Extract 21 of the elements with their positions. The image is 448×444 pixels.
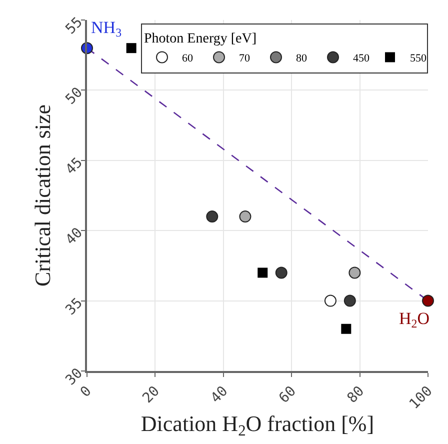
x-axis-title: Dication H$_{2}$O fraction [%] (140, 410, 374, 440)
legend-label: 60 (182, 52, 194, 64)
x-tick-label: 0 (78, 383, 95, 401)
x-tick-label: 40 (208, 383, 232, 406)
annotation: H$_{2}$O (399, 309, 430, 331)
x-tick-label: 80 (344, 383, 368, 406)
legend-label: 450 (353, 52, 370, 64)
y-tick-label: 35 (62, 295, 86, 318)
annotation: NH$_{3}$ (91, 18, 122, 40)
x-tick-label: 100 (406, 383, 436, 412)
legend-label: 550 (410, 52, 427, 64)
y-axis-title: Critical dication size (30, 104, 56, 287)
legend-label: 80 (296, 52, 308, 64)
y-tick-label: 50 (62, 84, 86, 108)
y-tick-label: 40 (62, 224, 86, 248)
y-tick-label: 55 (62, 14, 86, 38)
legend-label: 70 (239, 52, 250, 64)
y-tick-label: 45 (62, 154, 86, 178)
x-tick-label: 60 (276, 383, 300, 406)
legend-title: Photon Energy [eV] (144, 32, 256, 47)
x-tick-label: 20 (140, 383, 163, 406)
